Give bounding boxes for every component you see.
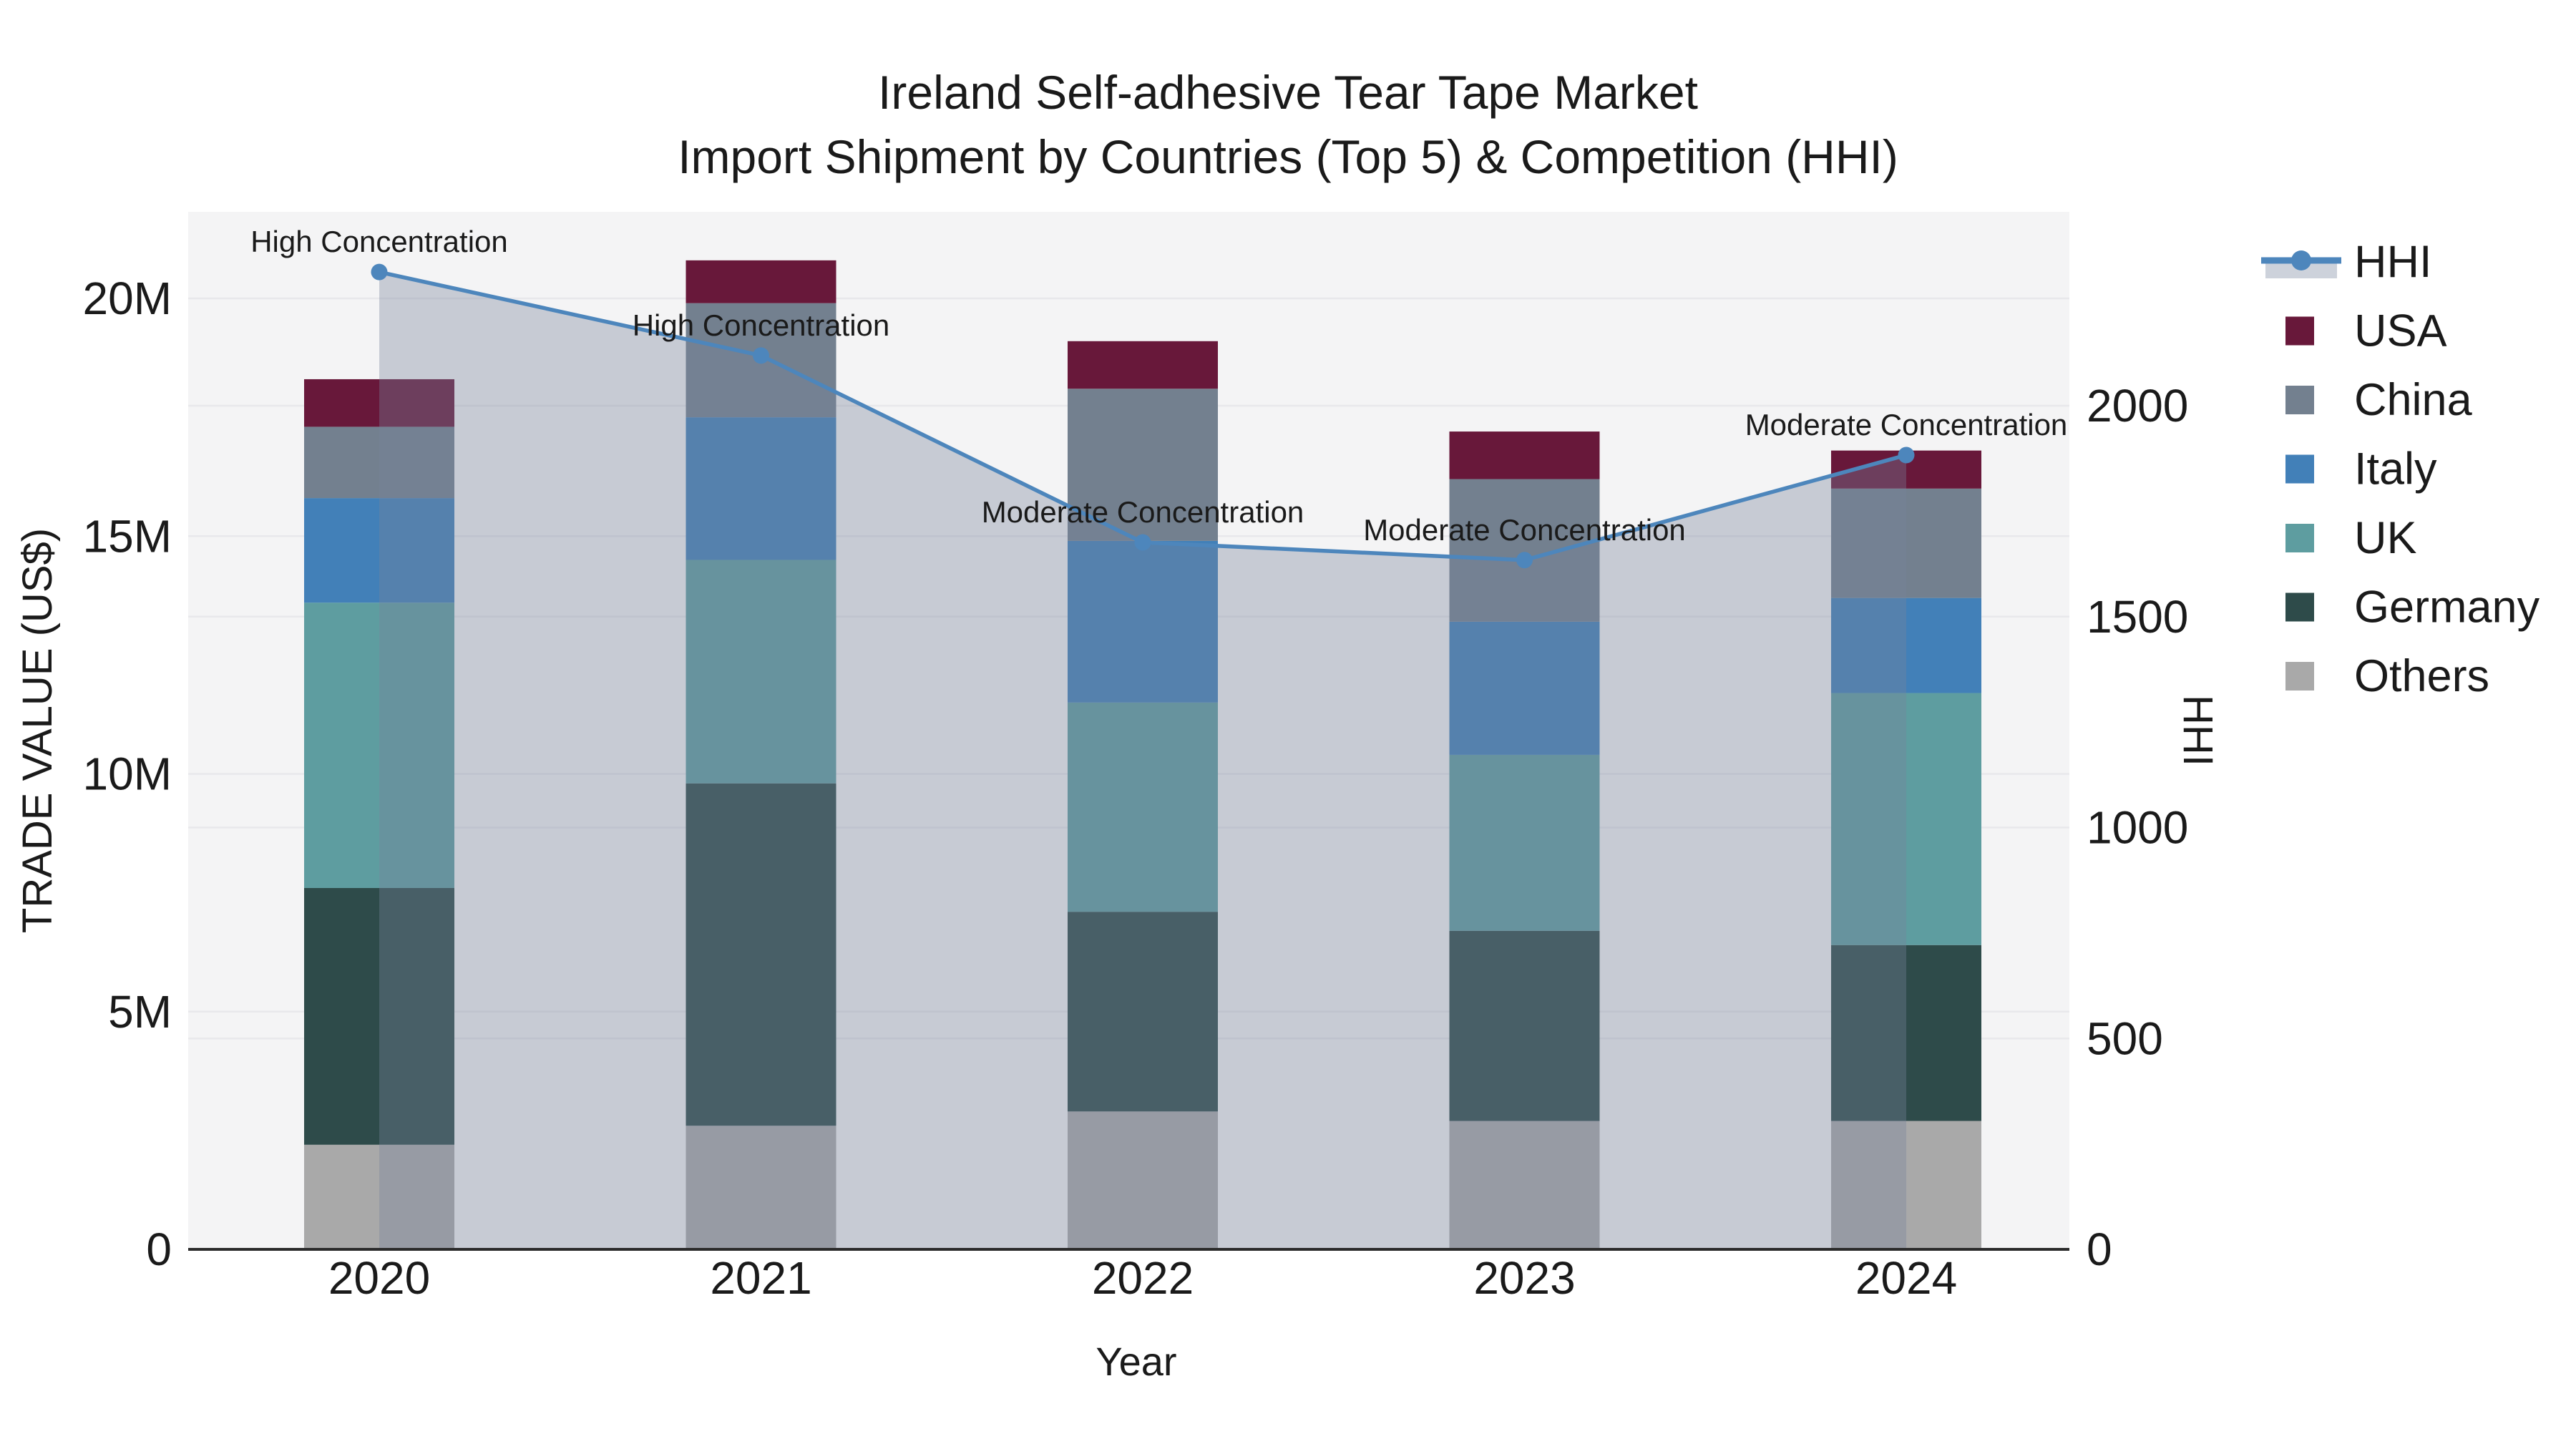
- legend-label-others: Others: [2354, 651, 2489, 701]
- y-left-tick-label-20: 20M: [83, 273, 172, 324]
- y-right-tick-label-1500: 1500: [2087, 591, 2188, 643]
- annotations-layer: High Concentration High Concentration Mode…: [250, 225, 2067, 547]
- chart-title-line2: Import Shipment by Countries (Top 5) & C…: [678, 130, 1898, 183]
- bar-segment-2023-italy: [1449, 621, 1600, 755]
- bar-segment-2020-italy: [304, 498, 454, 603]
- legend-swatch-germany: [2285, 592, 2314, 622]
- annotation-2022: Moderate Concentration: [982, 495, 1304, 529]
- bar-segment-2023-china: [1449, 479, 1600, 622]
- legend-swatch-italy: [2285, 454, 2314, 484]
- legend-label-usa: USA: [2354, 306, 2447, 356]
- bar-segment-2024-china: [1831, 488, 1981, 598]
- y-axis-title-left: TRADE VALUE (US$): [14, 528, 61, 933]
- bar-segment-2024-others: [1831, 1121, 1981, 1249]
- bar-segment-2021-italy: [686, 417, 836, 560]
- legend-swatch-uk: [2285, 524, 2314, 552]
- hhi-marker-2021: [753, 347, 769, 364]
- hhi-marker-2022: [1134, 534, 1151, 551]
- bar-segment-2022-uk: [1068, 702, 1218, 912]
- legend-label-china: China: [2354, 375, 2473, 425]
- annotation-2024: Moderate Concentration: [1745, 408, 2068, 441]
- annotation-2023: Moderate Concentration: [1363, 513, 1686, 547]
- x-tick-label-2023: 2023: [1473, 1252, 1575, 1304]
- y-right-tick-label-500: 500: [2087, 1013, 2163, 1064]
- bar-segment-2023-germany: [1449, 930, 1600, 1121]
- bar-segment-2020-usa: [304, 379, 454, 427]
- bar-segment-2021-uk: [686, 560, 836, 784]
- bar-segment-2022-germany: [1068, 912, 1218, 1112]
- hhi-marker-2024: [1898, 447, 1915, 464]
- hhi-line-layer: [371, 263, 1915, 569]
- y-left-tick-label-15: 15M: [83, 510, 172, 562]
- bar-segment-2020-germany: [304, 887, 454, 1145]
- legend-swatch-china: [2285, 386, 2314, 414]
- bar-segment-2024-italy: [1831, 597, 1981, 693]
- y-right-tick-label-2000: 2000: [2087, 380, 2188, 431]
- bar-segment-2021-germany: [686, 783, 836, 1126]
- legend-label-uk: UK: [2354, 513, 2417, 563]
- hhi-area-layer: [379, 272, 1906, 1249]
- bar-segment-2020-others: [304, 1144, 454, 1249]
- x-tick-label-2021: 2021: [710, 1252, 811, 1304]
- x-tick-label-2022: 2022: [1092, 1252, 1194, 1304]
- y-left-tick-label-10: 10M: [83, 748, 172, 800]
- legend-label-italy: Italy: [2354, 444, 2437, 494]
- bar-segment-2024-germany: [1831, 945, 1981, 1121]
- legend-swatch-usa: [2285, 316, 2314, 346]
- bar-segment-2021-others: [686, 1126, 836, 1249]
- y-axis-title-right: HHI: [2175, 695, 2221, 766]
- legend-layer: HHI USA China Italy UK Germany Others: [2261, 237, 2540, 701]
- bar-segment-2023-others: [1449, 1121, 1600, 1249]
- y-left-tick-label-5: 5M: [108, 986, 172, 1038]
- bar-segment-2022-usa: [1068, 341, 1218, 389]
- bar-segment-2021-usa: [686, 260, 836, 303]
- bar-segment-2023-uk: [1449, 754, 1600, 931]
- legend-label-hhi: HHI: [2354, 237, 2432, 287]
- y-right-tick-label-1000: 1000: [2087, 802, 2188, 854]
- bar-segment-2022-italy: [1068, 540, 1218, 703]
- annotation-2020: High Concentration: [250, 225, 508, 258]
- y-right-tick-label-0: 0: [2087, 1224, 2112, 1275]
- axes-layer: 2020 2021 2022 2023 2024 0 5M 10M 15M 20M 0 500 1000…: [83, 273, 2189, 1304]
- bar-segment-2024-uk: [1831, 693, 1981, 945]
- bar-segment-2020-china: [304, 426, 454, 499]
- annotation-2021: High Concentration: [633, 308, 890, 342]
- bar-segment-2022-china: [1068, 389, 1218, 541]
- legend-label-germany: Germany: [2354, 582, 2540, 633]
- bar-segment-2020-uk: [304, 602, 454, 888]
- legend-hhi-marker-icon: [2291, 250, 2311, 270]
- stacked-bars-layer: [304, 260, 1981, 1249]
- chart-title-line1: Ireland Self-adhesive Tear Tape Market: [878, 66, 1698, 119]
- hhi-marker-2020: [371, 263, 388, 280]
- bar-segment-2022-others: [1068, 1111, 1218, 1249]
- y-left-tick-label-0: 0: [146, 1224, 172, 1275]
- bar-segment-2023-usa: [1449, 431, 1600, 479]
- hhi-area-fill: [379, 272, 1906, 1249]
- x-tick-label-2024: 2024: [1855, 1252, 1957, 1304]
- x-tick-label-2020: 2020: [328, 1252, 430, 1304]
- hhi-marker-2023: [1516, 552, 1533, 569]
- x-axis-title: Year: [1096, 1339, 1176, 1384]
- legend-swatch-others: [2285, 662, 2314, 691]
